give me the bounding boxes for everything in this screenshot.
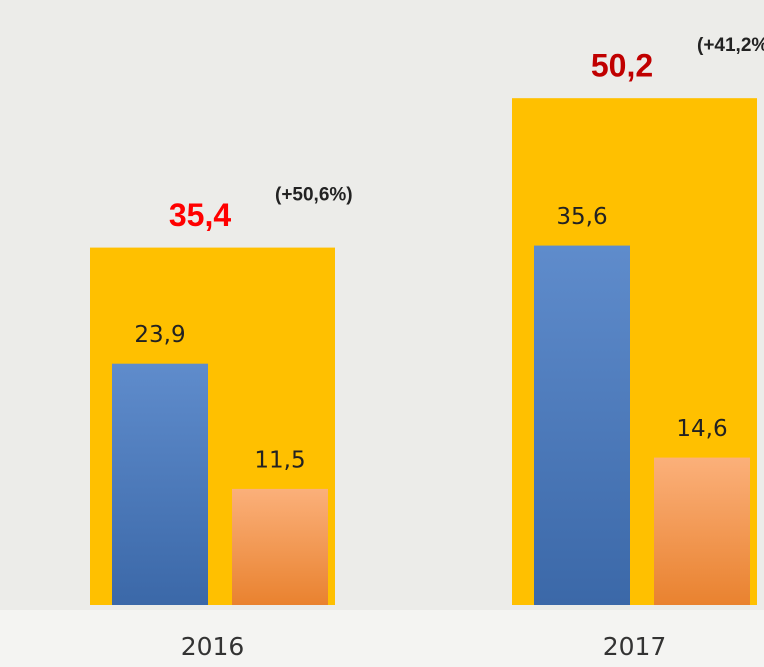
bar	[112, 364, 208, 605]
total-label: 35,4	[169, 197, 231, 233]
value-label: 35,6	[556, 204, 607, 230]
bar	[232, 489, 328, 605]
bar	[534, 246, 630, 605]
chart: 35,4 (+50,6%) 23,9 11,5 2016 50,2 (+41,2%) 35,6…	[0, 0, 764, 667]
change-label: (+41,2%)	[697, 35, 764, 56]
value-label: 11,5	[254, 447, 305, 473]
x-tick-label: 2016	[181, 632, 245, 661]
change-label: (+50,6%)	[275, 185, 353, 206]
value-label: 23,9	[134, 322, 185, 348]
x-tick-label: 2017	[603, 632, 667, 661]
total-label: 50,2	[591, 48, 653, 84]
bar	[654, 458, 750, 605]
value-label: 14,6	[676, 416, 727, 442]
